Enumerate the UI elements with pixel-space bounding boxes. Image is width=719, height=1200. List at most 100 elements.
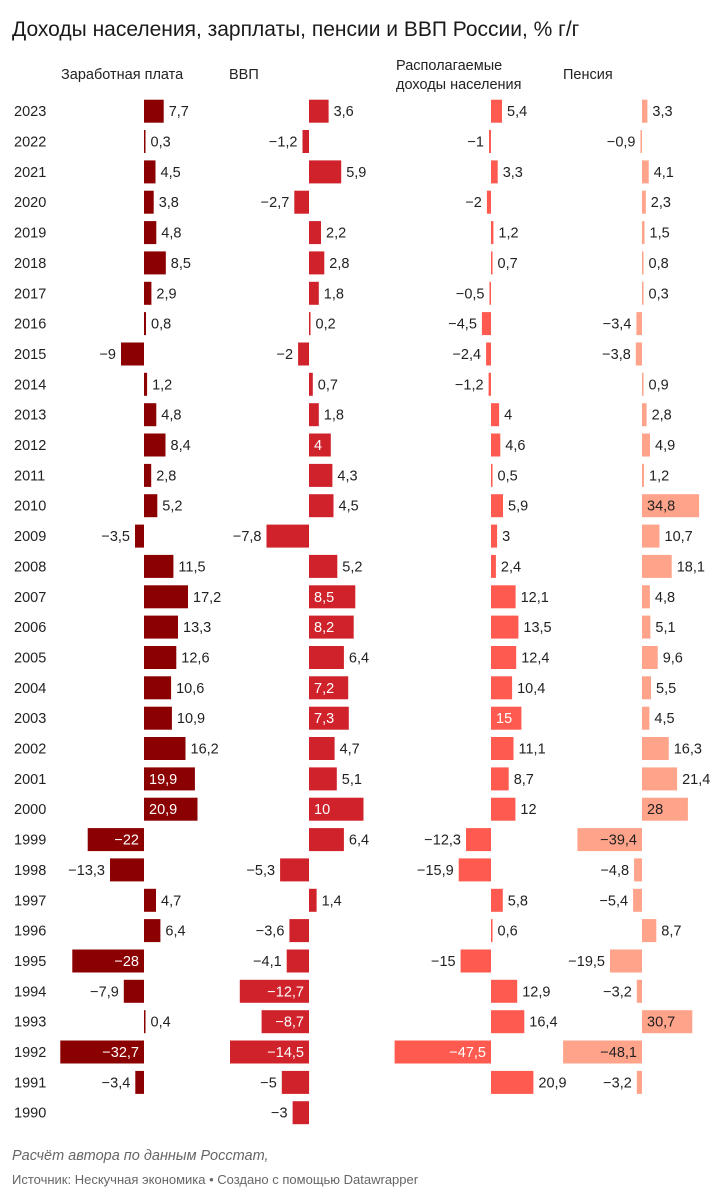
year-label-2020: 2020 xyxy=(14,195,46,211)
bar-s1-1998 xyxy=(280,858,309,882)
bar-s3-2018 xyxy=(642,251,644,275)
value-label-s3-2002: 16,3 xyxy=(674,742,702,758)
header-gdp: ВВП xyxy=(229,67,259,83)
value-label-s3-2023: 3,3 xyxy=(652,104,672,120)
value-label-s3-2006: 5,1 xyxy=(655,620,675,636)
bar-s3-2019 xyxy=(642,221,645,245)
value-label-s3-2017: 0,3 xyxy=(649,286,669,302)
value-label-s2-1997: 5,8 xyxy=(508,893,528,909)
value-label-s2-1995: −15 xyxy=(431,954,456,970)
value-label-s2-2014: −1,2 xyxy=(455,377,484,393)
bar-s1-1995 xyxy=(286,949,309,973)
value-label-s0-1994: −7,9 xyxy=(90,984,119,1000)
bar-s1-1993 xyxy=(261,1010,309,1034)
bar-s3-2014 xyxy=(642,372,644,396)
value-label-s2-2020: −2 xyxy=(465,195,482,211)
bar-s2-1991 xyxy=(491,1070,534,1094)
bar-s1-1990 xyxy=(292,1101,309,1125)
bar-s1-2006 xyxy=(309,615,354,639)
bar-s3-1999 xyxy=(577,828,642,852)
bar-s0-2013 xyxy=(144,403,157,427)
bar-s2-1997 xyxy=(491,888,503,912)
year-label-1991: 1991 xyxy=(14,1075,46,1091)
year-label-2021: 2021 xyxy=(14,165,46,181)
year-label-2002: 2002 xyxy=(14,742,46,758)
bar-s0-2010 xyxy=(144,494,158,518)
value-label-s1-2014: 0,7 xyxy=(318,377,338,393)
bar-s1-2012 xyxy=(309,433,331,457)
value-label-s2-2008: 2,4 xyxy=(501,559,521,575)
value-label-s1-2004: 7,2 xyxy=(314,681,334,697)
bar-s1-2009 xyxy=(266,524,309,548)
bar-s3-1996 xyxy=(642,919,657,943)
bar-s1-2019 xyxy=(309,221,321,245)
value-label-s2-2002: 11,1 xyxy=(519,742,546,758)
bar-s1-2023 xyxy=(309,99,329,123)
value-label-s0-2023: 7,7 xyxy=(169,104,189,120)
bar-s0-1993 xyxy=(144,1010,146,1034)
bar-s0-1994 xyxy=(123,979,144,1003)
bar-s2-2001 xyxy=(491,767,509,791)
bar-s3-2005 xyxy=(642,646,658,669)
value-label-s0-2014: 1,2 xyxy=(152,377,172,393)
bar-s0-1992 xyxy=(60,1040,144,1064)
year-label-2000: 2000 xyxy=(14,802,46,818)
bar-s2-2011 xyxy=(491,463,493,487)
bar-s1-1999 xyxy=(309,828,344,852)
value-label-s1-2005: 6,4 xyxy=(349,651,369,667)
bar-s2-2015 xyxy=(486,342,491,366)
bar-s1-2000 xyxy=(309,797,364,821)
bar-s2-2019 xyxy=(491,221,494,245)
value-label-s1-2011: 4,3 xyxy=(337,468,357,484)
value-label-s0-2006: 13,3 xyxy=(183,620,211,636)
bar-s0-2021 xyxy=(144,160,156,184)
value-label-s3-1999: −39,4 xyxy=(600,833,637,849)
value-label-s1-1995: −4,1 xyxy=(253,954,282,970)
value-label-s2-2018: 0,7 xyxy=(498,256,518,272)
value-label-s1-2003: 7,3 xyxy=(314,711,334,727)
bar-s1-2022 xyxy=(302,130,309,153)
bar-s2-2016 xyxy=(481,312,491,336)
year-labels: 2023 2022 2021 2020 2019 2018 2017 2016 2015 2014… xyxy=(14,104,46,1122)
value-label-s3-1994: −3,2 xyxy=(603,984,632,1000)
bar-s0-2012 xyxy=(144,433,166,457)
value-label-s1-2007: 8,5 xyxy=(314,590,334,606)
value-label-s1-2012: 4 xyxy=(314,438,322,454)
value-label-s1-2013: 1,8 xyxy=(324,408,344,424)
value-label-s2-2023: 5,4 xyxy=(507,104,527,120)
bar-s3-1992 xyxy=(563,1040,642,1064)
value-label-s0-1992: −32,7 xyxy=(102,1045,139,1061)
value-label-s1-1991: −5 xyxy=(260,1075,277,1091)
value-label-s2-2021: 3,3 xyxy=(503,165,523,181)
bar-s2-1995 xyxy=(460,949,491,973)
value-label-s0-2004: 10,6 xyxy=(176,681,204,697)
value-label-s1-2015: −2 xyxy=(277,347,294,363)
value-label-s3-2019: 1,5 xyxy=(650,226,670,242)
bar-s0-2008 xyxy=(144,554,174,578)
value-label-s3-2013: 2,8 xyxy=(652,408,672,424)
bar-s3-2010 xyxy=(642,494,700,518)
year-label-1997: 1997 xyxy=(14,893,46,909)
bar-s0-2016 xyxy=(144,312,146,336)
value-label-s0-2017: 2,9 xyxy=(156,286,176,302)
bar-s1-2015 xyxy=(298,342,309,366)
bar-s2-2007 xyxy=(491,585,516,609)
value-label-s3-2015: −3,8 xyxy=(602,347,631,363)
bar-s3-1995 xyxy=(610,949,642,973)
value-label-s0-2010: 5,2 xyxy=(162,499,182,515)
bar-s3-1997 xyxy=(633,888,642,912)
value-label-s2-2006: 13,5 xyxy=(523,620,551,636)
value-label-s2-2003: 15 xyxy=(496,711,512,727)
value-label-s0-1993: 0,4 xyxy=(151,1015,171,1031)
chart-title: Доходы населения, зарплаты, пенсии и ВВП… xyxy=(12,18,580,41)
value-label-s2-2011: 0,5 xyxy=(498,468,518,484)
value-label-s2-2004: 10,4 xyxy=(517,681,545,697)
bar-s2-2010 xyxy=(491,494,503,518)
value-label-s3-1991: −3,2 xyxy=(603,1075,632,1091)
bar-s1-2011 xyxy=(309,463,333,487)
value-label-s2-2013: 4 xyxy=(504,408,512,424)
value-label-s3-1993: 30,7 xyxy=(647,1015,675,1031)
year-label-2003: 2003 xyxy=(14,711,46,727)
year-label-2004: 2004 xyxy=(14,681,46,697)
value-label-s1-2009: −7,8 xyxy=(233,529,262,545)
